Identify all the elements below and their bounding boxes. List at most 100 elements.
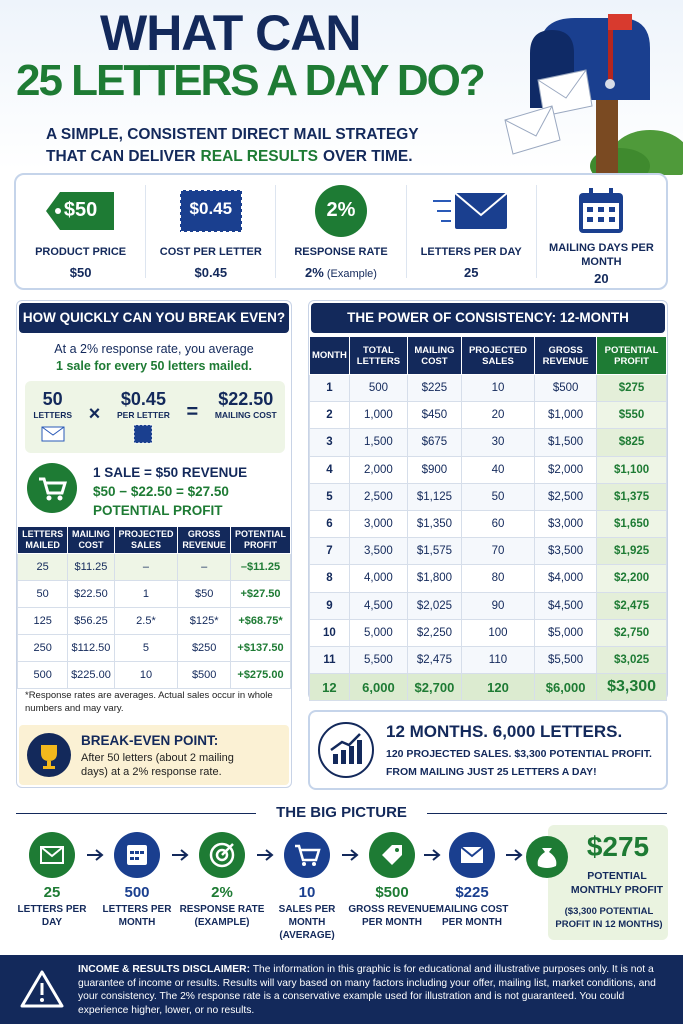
stat-label: COST PER LETTER bbox=[159, 246, 262, 258]
stat: LETTERS PER DAY 25 bbox=[407, 185, 537, 280]
table-cell: $2,475 bbox=[596, 591, 667, 620]
table-cell: $1,925 bbox=[596, 537, 667, 566]
stat: MAILING DAYS PER MONTH 20 bbox=[537, 185, 666, 286]
step: $500 GROSS REVENUE PER MONTH bbox=[347, 832, 437, 929]
arrow bbox=[171, 849, 189, 861]
cart-icon bbox=[27, 463, 77, 513]
table-cell: 1 bbox=[113, 580, 179, 608]
operator: × bbox=[88, 403, 101, 425]
step: $225 MAILING COST PER MONTH bbox=[427, 832, 517, 929]
subtitle-line: THAT CAN DELIVER REAL RESULTS OVER TIME. bbox=[46, 146, 419, 168]
table-row: 4 2,000 $900 40 $2,000 $1,100 bbox=[309, 455, 667, 484]
break-even-point: BREAK-EVEN POINT: After 50 letters (abou… bbox=[19, 725, 289, 785]
equation-term: $22.50 MAILING COST bbox=[215, 389, 277, 420]
step-value: $500 bbox=[375, 884, 409, 901]
table-row: 2 1,000 $450 20 $1,000 $550 bbox=[309, 401, 667, 430]
table-cell: $675 bbox=[407, 428, 462, 457]
arrow bbox=[506, 849, 523, 861]
step-icon bbox=[29, 832, 75, 878]
growth-icon bbox=[318, 722, 374, 778]
step-icon bbox=[199, 832, 245, 878]
table-cell: $250 bbox=[177, 634, 231, 662]
step-label: LETTERS PER DAY bbox=[17, 904, 87, 928]
table-cell: 4,000 bbox=[348, 564, 409, 593]
stat-label: MAILING DAYS PER MONTH bbox=[549, 242, 654, 268]
table-cell: 2,500 bbox=[348, 482, 409, 511]
subtitle-line: A SIMPLE, CONSISTENT DIRECT MAIL STRATEG… bbox=[46, 126, 419, 143]
table-cell: $1,350 bbox=[407, 509, 462, 539]
step-value: 10 bbox=[298, 884, 316, 901]
table-wrap: LETTERS MAILED MAILING COST PROJECTED SALE… bbox=[16, 526, 292, 689]
stamp-icon bbox=[133, 424, 153, 444]
text: THAT CAN DELIVER bbox=[46, 148, 196, 165]
table-cell: $225.00 bbox=[67, 661, 115, 689]
table-cell: $825 bbox=[596, 428, 667, 457]
table-cell: 10 bbox=[460, 373, 536, 403]
table-row: 12 6,000 $2,700 120 $6,000 $3,300 bbox=[309, 673, 667, 702]
summary-title: 12 MONTHS. 6,000 LETTERS. bbox=[386, 722, 623, 741]
table-cell: $900 bbox=[407, 455, 462, 484]
sale-info: 1 SALE = $50 REVENUE $50 − $22.50 = $27.… bbox=[93, 463, 247, 520]
table-cell: $500 bbox=[534, 373, 598, 403]
table-cell: 120 bbox=[460, 673, 536, 702]
sale-line: POTENTIAL PROFIT bbox=[93, 503, 223, 518]
step: 2% RESPONSE RATE (EXAMPLE) bbox=[177, 832, 267, 929]
header-row: LETTERS MAILED MAILING COST PROJECTED SALE… bbox=[16, 526, 292, 554]
icon bbox=[178, 189, 243, 233]
term-label: MAILING COST bbox=[214, 410, 277, 420]
table-cell: 250 bbox=[16, 634, 69, 662]
table-cell: 20 bbox=[460, 401, 536, 430]
table-cell: 3,500 bbox=[348, 537, 409, 566]
intro: At a 2% response rate, you average 1 sal… bbox=[23, 341, 285, 375]
value: 20 bbox=[594, 271, 609, 286]
table-cell: 1,000 bbox=[348, 401, 409, 430]
table-cell: $56.25 bbox=[67, 607, 115, 635]
table-cell: $500 bbox=[177, 661, 231, 689]
result-box: $275 POTENTIAL MONTHLY PROFIT ($3,300 PO… bbox=[548, 825, 668, 940]
term-label: PER LETTER bbox=[116, 410, 170, 420]
intro-highlight: 1 sale for every 50 letters mailed. bbox=[56, 359, 252, 373]
table-cell: $2,250 bbox=[407, 618, 462, 647]
equation-term: 50 LETTERS bbox=[33, 389, 72, 447]
table-cell: +$27.50 bbox=[229, 580, 292, 608]
table-cell: 125 bbox=[16, 607, 69, 635]
table-cell: $4,500 bbox=[534, 591, 598, 620]
table-row: 1 500 $225 10 $500 $275 bbox=[309, 373, 667, 403]
warning-icon bbox=[20, 970, 64, 1008]
table-cell: 1,500 bbox=[348, 428, 409, 457]
table-cell: 60 bbox=[460, 509, 536, 539]
table-header: TOTAL LETTERS bbox=[348, 336, 409, 375]
table-row: 10 5,000 $2,250 100 $5,000 $2,750 bbox=[309, 618, 667, 647]
table-row: 500 $225.00 10 $500 +$275.00 bbox=[16, 661, 292, 689]
table-cell: 100 bbox=[460, 618, 536, 647]
table-cell: $2,475 bbox=[407, 645, 462, 675]
footnote: *Response rates are averages. Actual sal… bbox=[25, 690, 273, 714]
step-value: 2% bbox=[211, 884, 233, 901]
table-cell: 5 bbox=[113, 634, 179, 662]
table-cell: $1,100 bbox=[596, 455, 667, 484]
table-cell: 2 bbox=[309, 401, 350, 430]
arrow bbox=[256, 849, 274, 861]
table-cell: $3,500 bbox=[534, 537, 598, 566]
table-header: MAILING COST bbox=[407, 336, 462, 375]
stat-icon bbox=[16, 185, 145, 237]
icon bbox=[382, 845, 402, 865]
table-cell: $22.50 bbox=[67, 580, 115, 608]
icon bbox=[40, 846, 64, 864]
table-cell: $50 bbox=[177, 580, 231, 608]
table-cell: $225 bbox=[407, 373, 462, 403]
stat-value: 25 bbox=[407, 265, 536, 280]
mailbox-illustration bbox=[504, 14, 683, 175]
table-header: LETTERS MAILED bbox=[16, 526, 69, 554]
icon bbox=[460, 846, 484, 863]
stat-label: RESPONSE RATE bbox=[294, 246, 388, 258]
table-cell: $2,750 bbox=[596, 618, 667, 647]
step-value: 25 bbox=[43, 884, 61, 901]
value: $0.45 bbox=[194, 265, 228, 280]
table-row: 11 5,500 $2,475 110 $5,500 $3,025 bbox=[309, 645, 667, 675]
disclaimer-text: INCOME & RESULTS DISCLAIMER: The informa… bbox=[78, 963, 670, 1017]
table-cell: $3,000 bbox=[534, 509, 598, 539]
table-row: 6 3,000 $1,350 60 $3,000 $1,650 bbox=[309, 509, 667, 539]
